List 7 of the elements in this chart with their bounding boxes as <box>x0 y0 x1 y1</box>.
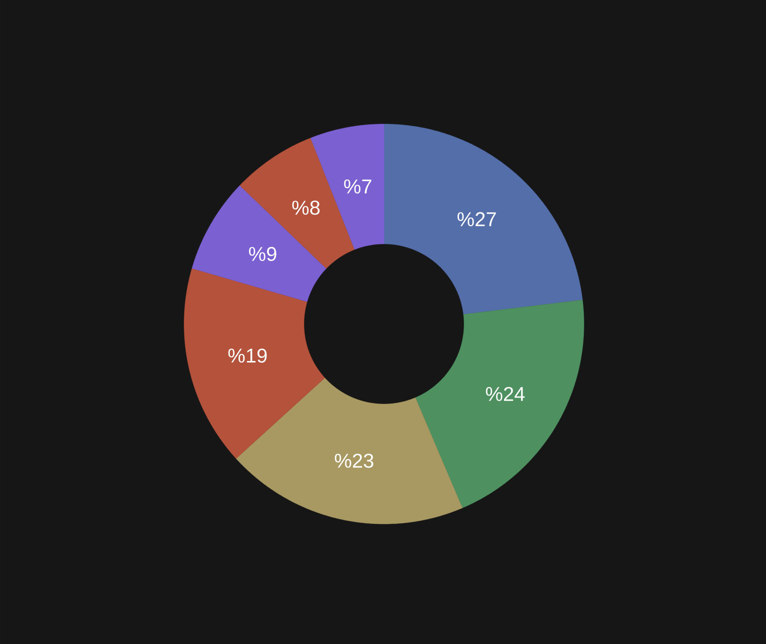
data-label: %24 <box>486 386 525 402</box>
data-label: %19 <box>228 348 267 363</box>
data-label: %23 <box>334 454 374 468</box>
data-label: %8 <box>292 200 320 215</box>
data-label: %7 <box>344 179 372 194</box>
data-label: %27 <box>458 212 496 226</box>
data-label: %9 <box>249 246 276 262</box>
